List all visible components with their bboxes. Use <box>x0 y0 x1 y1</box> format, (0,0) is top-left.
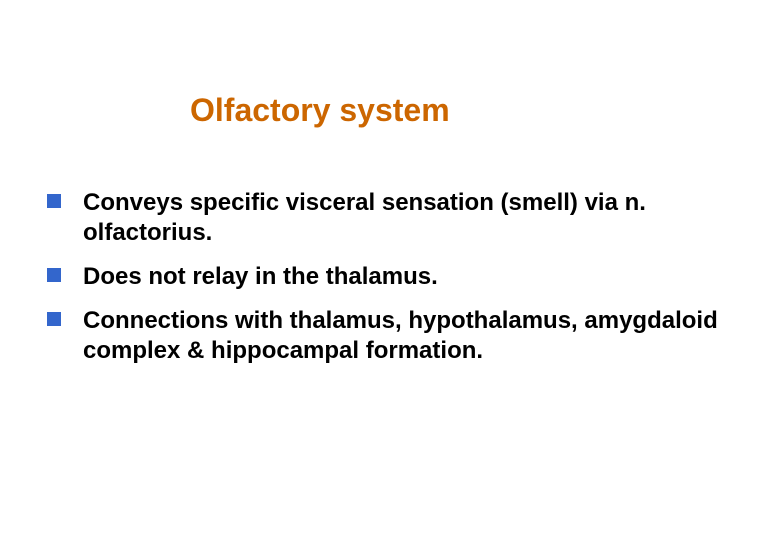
bullet-text: Conveys specific visceral sensation (sme… <box>83 188 726 248</box>
list-item: Connections with thalamus, hypothalamus,… <box>45 306 726 366</box>
list-item: Does not relay in the thalamus. <box>45 262 726 292</box>
square-bullet-icon <box>47 194 61 208</box>
square-bullet-icon <box>47 268 61 282</box>
bullet-text: Does not relay in the thalamus. <box>83 262 726 292</box>
bullet-list: Conveys specific visceral sensation (sme… <box>45 188 726 366</box>
square-bullet-icon <box>47 312 61 326</box>
list-item: Conveys specific visceral sensation (sme… <box>45 188 726 248</box>
slide-title: Olfactory system <box>190 92 450 129</box>
bullet-text: Connections with thalamus, hypothalamus,… <box>83 306 726 366</box>
slide: Olfactory system Conveys specific viscer… <box>0 0 766 540</box>
